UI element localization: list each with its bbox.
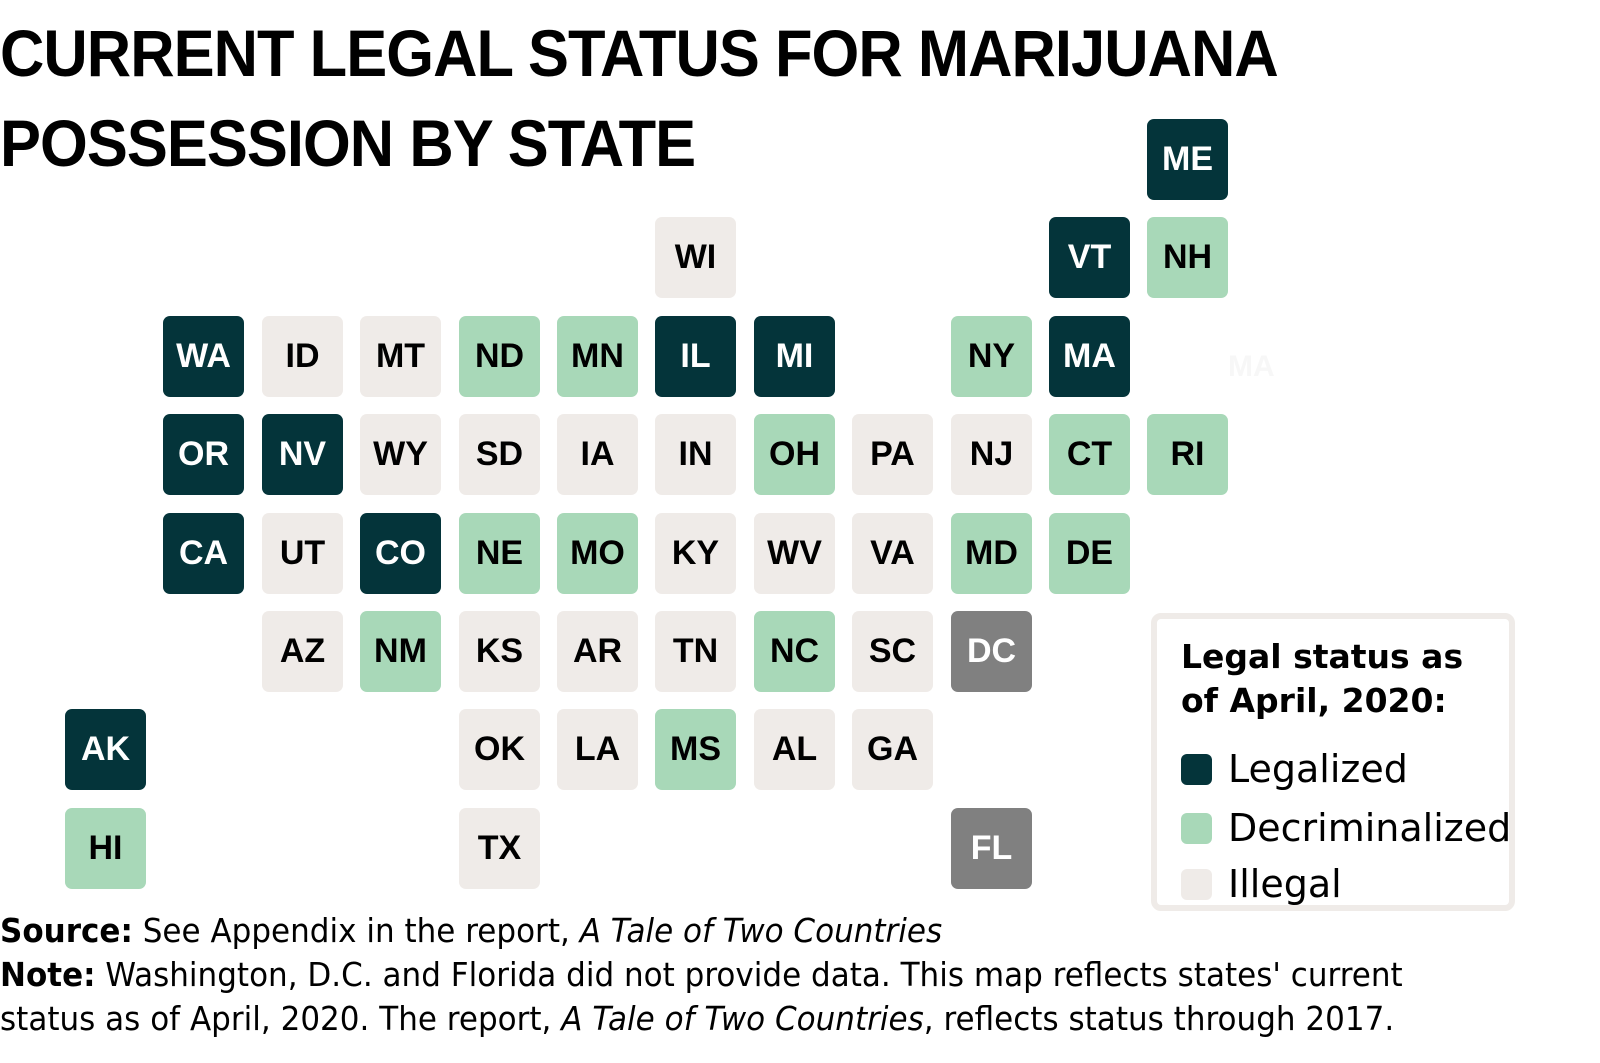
- state-tile-dc: DC: [951, 611, 1032, 692]
- illegal-swatch-icon: [1181, 868, 1212, 900]
- legend-label: Decriminalized: [1228, 806, 1512, 850]
- state-tile-oh: OH: [754, 414, 835, 495]
- state-tile-ga: GA: [852, 709, 933, 790]
- state-tile-va: VA: [852, 513, 933, 594]
- ghost-label: MA: [1228, 350, 1275, 383]
- note-text: Washington, D.C. and Florida did not pro…: [95, 955, 1403, 994]
- state-tile-ok: OK: [459, 709, 540, 790]
- state-tile-ks: KS: [459, 611, 540, 692]
- note-label: Note:: [0, 955, 96, 994]
- state-tile-nm: NM: [360, 611, 441, 692]
- legend-label: Illegal: [1228, 862, 1342, 906]
- state-tile-hi: HI: [65, 808, 146, 889]
- title-line-2: POSSESSION BY STATE: [0, 106, 696, 180]
- state-tile-nh: NH: [1147, 217, 1228, 298]
- state-tile-tx: TX: [459, 808, 540, 889]
- state-tile-ak: AK: [65, 709, 146, 790]
- legend: Legal status as of April, 2020: Legalize…: [1151, 613, 1515, 911]
- state-tile-wi: WI: [655, 217, 736, 298]
- state-tile-ky: KY: [655, 513, 736, 594]
- state-tile-ne: NE: [459, 513, 540, 594]
- state-tile-ny: NY: [951, 316, 1032, 397]
- state-tile-sc: SC: [852, 611, 933, 692]
- state-tile-ri: RI: [1147, 414, 1228, 495]
- note-line-2: status as of April, 2020. The report, A …: [0, 997, 1403, 1041]
- note-line: Note: Washington, D.C. and Florida did n…: [0, 953, 1403, 997]
- state-tile-wa: WA: [163, 316, 244, 397]
- state-tile-ms: MS: [655, 709, 736, 790]
- note-text-end: , reflects status through 2017.: [923, 999, 1395, 1038]
- footer-notes: Source: See Appendix in the report, A Ta…: [0, 909, 1403, 1041]
- state-tile-wy: WY: [360, 414, 441, 495]
- state-tile-ia: IA: [557, 414, 638, 495]
- state-tile-ar: AR: [557, 611, 638, 692]
- state-tile-ca: CA: [163, 513, 244, 594]
- legend-item-decriminalized: Decriminalized: [1181, 806, 1511, 850]
- state-tile-me: ME: [1147, 119, 1228, 200]
- legalized-swatch-icon: [1181, 753, 1212, 785]
- state-tile-nj: NJ: [951, 414, 1032, 495]
- state-tile-il: IL: [655, 316, 736, 397]
- state-tile-vt: VT: [1049, 217, 1130, 298]
- source-text: See Appendix in the report,: [132, 911, 580, 950]
- source-label: Source:: [0, 911, 133, 950]
- note-report-title: A Tale of Two Countries: [561, 999, 924, 1038]
- state-tile-fl: FL: [951, 808, 1032, 889]
- state-tile-tn: TN: [655, 611, 736, 692]
- state-tile-mn: MN: [557, 316, 638, 397]
- state-tile-de: DE: [1049, 513, 1130, 594]
- state-tile-al: AL: [754, 709, 835, 790]
- state-tile-co: CO: [360, 513, 441, 594]
- state-tile-nd: ND: [459, 316, 540, 397]
- state-tile-ma: MA: [1049, 316, 1130, 397]
- source-line: Source: See Appendix in the report, A Ta…: [0, 909, 1403, 953]
- state-tile-mo: MO: [557, 513, 638, 594]
- legend-item-legalized: Legalized: [1181, 747, 1408, 791]
- state-tile-mi: MI: [754, 316, 835, 397]
- legend-item-illegal: Illegal: [1181, 862, 1342, 906]
- legend-label: Legalized: [1228, 747, 1408, 791]
- state-tile-az: AZ: [262, 611, 343, 692]
- state-tile-mt: MT: [360, 316, 441, 397]
- decriminalized-swatch-icon: [1181, 812, 1212, 844]
- state-tile-ct: CT: [1049, 414, 1130, 495]
- state-tile-pa: PA: [852, 414, 933, 495]
- state-tile-la: LA: [557, 709, 638, 790]
- state-tile-or: OR: [163, 414, 244, 495]
- state-tile-sd: SD: [459, 414, 540, 495]
- title-line-1: CURRENT LEGAL STATUS FOR MARIJUANA: [0, 16, 1279, 90]
- page-title: CURRENT LEGAL STATUS FOR MARIJUANA POSSE…: [0, 8, 1279, 188]
- state-tile-in: IN: [655, 414, 736, 495]
- state-tile-ut: UT: [262, 513, 343, 594]
- state-tile-nc: NC: [754, 611, 835, 692]
- state-tile-id: ID: [262, 316, 343, 397]
- state-tile-md: MD: [951, 513, 1032, 594]
- source-report-title: A Tale of Two Countries: [579, 911, 943, 950]
- state-tile-nv: NV: [262, 414, 343, 495]
- state-tile-wv: WV: [754, 513, 835, 594]
- note-text-2: status as of April, 2020. The report,: [0, 999, 562, 1038]
- legend-title: Legal status as of April, 2020:: [1181, 637, 1464, 720]
